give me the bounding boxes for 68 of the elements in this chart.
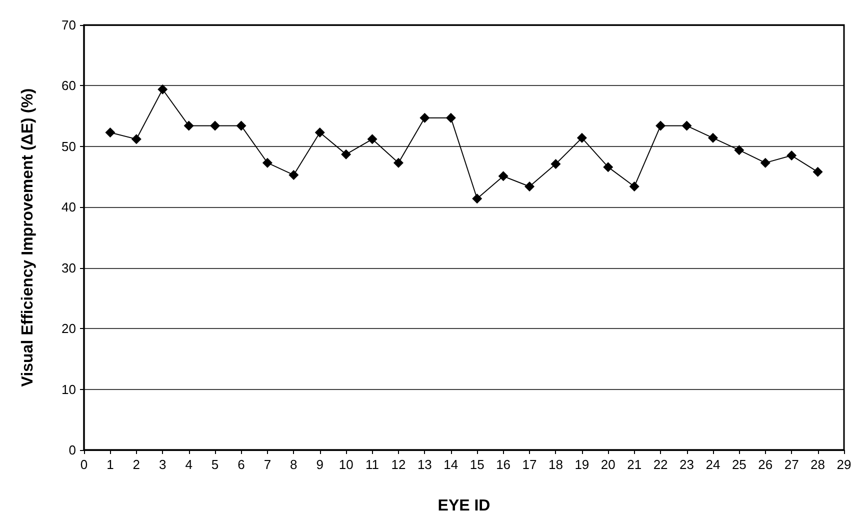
x-tick-label: 26 [758,457,773,472]
y-tick-label: 60 [62,78,76,94]
point [210,120,220,131]
point [262,158,272,168]
x-tick-label: 14 [444,457,458,472]
point [760,158,770,168]
y-tick-label: 40 [62,200,76,215]
point [184,120,194,131]
point [603,162,614,172]
point [367,134,378,144]
x-tick-label: 17 [522,457,537,472]
point [656,120,666,131]
x-tick-label: 0 [80,457,88,472]
x-tick-label: 18 [548,457,563,472]
x-tick-label: 25 [732,457,746,472]
point [786,150,797,161]
x-tick-label: 24 [706,457,720,472]
x-tick-label: 4 [185,457,192,472]
x-tick-label: 2 [132,457,140,472]
x-tick-label: 8 [290,457,298,472]
x-tick-label: 27 [784,457,799,472]
x-tick-label: 29 [836,457,852,472]
point [682,120,692,131]
point [288,170,299,180]
x-tick-label: 15 [470,457,484,472]
point [708,132,718,143]
y-tick-label: 50 [62,138,76,154]
point [812,166,823,177]
x-tick-label: 1 [106,457,114,472]
y-axis-title: Visual Efficiency Improvement (ΔE) (%) [20,88,36,387]
y-tick-label: 10 [62,382,76,397]
x-tick-label: 5 [211,457,219,472]
x-tick-label: 3 [159,457,166,472]
y-tick-label: 0 [68,442,76,458]
x-tick-label: 6 [238,457,245,472]
x-tick-label: 9 [316,457,324,472]
x-tick-label: 12 [391,457,406,472]
x-tick-label: 7 [264,457,272,472]
x-tick-label: 13 [417,457,432,472]
point [576,132,587,143]
point [734,145,744,156]
point [131,134,142,144]
point [420,112,430,123]
point [105,127,116,138]
x-tick-label: 10 [338,457,354,472]
y-tick-label: 20 [62,321,76,336]
x-tick-label: 23 [680,457,694,472]
y-tick-label: 70 [62,18,76,32]
point [314,127,325,138]
point [446,112,456,123]
x-tick-label: 21 [627,457,642,472]
point [158,84,168,94]
x-tick-label: 19 [574,457,590,472]
x-axis-title: EYE ID [438,498,490,514]
point [498,171,508,182]
point [393,158,404,168]
x-tick-label: 11 [366,457,380,472]
point [341,149,352,160]
y-tick-label: 30 [62,260,76,276]
x-tick-label: 20 [600,457,616,472]
point [550,159,561,170]
x-tick-label: 22 [653,457,668,472]
x-tick-label: 28 [810,457,826,472]
point [472,194,482,204]
point [236,120,246,131]
x-tick-label: 16 [496,457,511,472]
point [629,182,640,192]
point [524,182,535,192]
